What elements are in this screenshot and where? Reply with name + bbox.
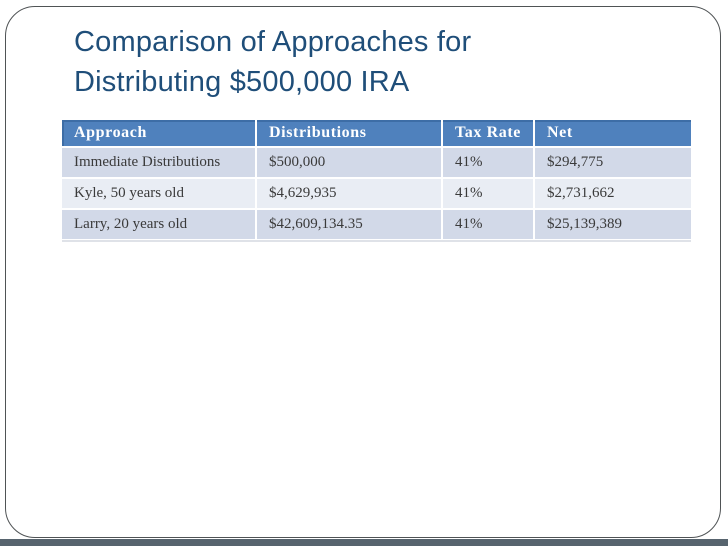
- column-header-net: Net: [535, 120, 691, 146]
- table-cell: Kyle, 50 years old: [62, 179, 255, 208]
- slide-title: Comparison of Approaches for Distributin…: [74, 22, 674, 102]
- table-cell: $4,629,935: [257, 179, 441, 208]
- table-cell: Immediate Distributions: [62, 148, 255, 177]
- table-cell: $25,139,389: [535, 210, 691, 239]
- bottom-edge-bar: [0, 539, 728, 546]
- table-cell: $500,000: [257, 148, 441, 177]
- column-header-distributions: Distributions: [257, 120, 441, 146]
- table-cell: $2,731,662: [535, 179, 691, 208]
- table-cell: 41%: [443, 148, 533, 177]
- table-cell: Larry, 20 years old: [62, 210, 255, 239]
- slide-title-line-1: Comparison of Approaches for: [74, 26, 472, 58]
- slide-title-line-2: Distributing $500,000 IRA: [74, 66, 410, 98]
- comparison-table: Approach Distributions Tax Rate Net Imme…: [62, 120, 691, 242]
- table-cell: $294,775: [535, 148, 691, 177]
- column-header-approach: Approach: [62, 120, 255, 146]
- table-cell: 41%: [443, 179, 533, 208]
- column-header-tax-rate: Tax Rate: [443, 120, 533, 146]
- table-cell: 41%: [443, 210, 533, 239]
- table-cell: $42,609,134.35: [257, 210, 441, 239]
